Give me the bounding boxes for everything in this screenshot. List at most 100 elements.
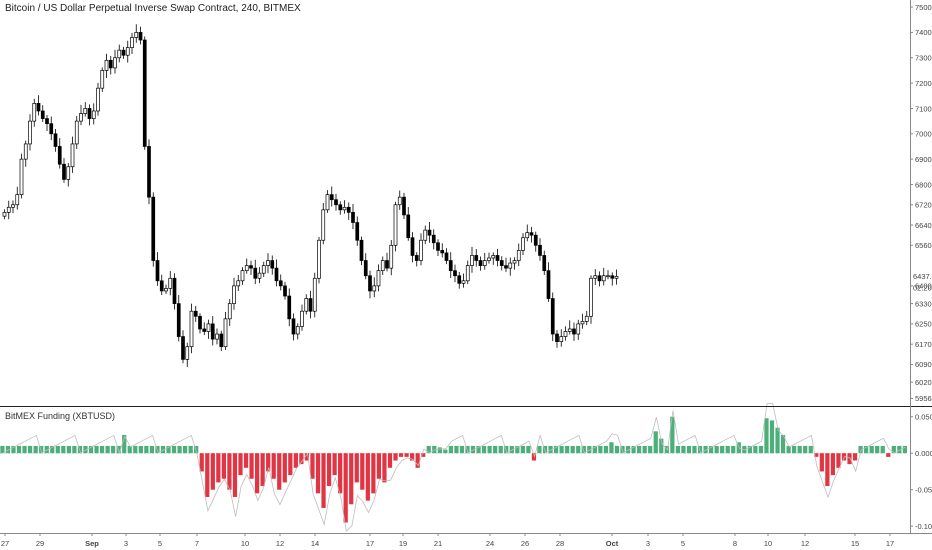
candle-body bbox=[19, 158, 24, 195]
candle-body bbox=[96, 87, 100, 112]
funding-bar-positive bbox=[559, 445, 564, 454]
candle-body bbox=[57, 146, 62, 165]
funding-bar-positive bbox=[166, 445, 171, 454]
price-tick-label: 6170.0 bbox=[915, 340, 932, 349]
candle-body bbox=[185, 346, 190, 360]
funding-bar-negative bbox=[410, 453, 415, 461]
candle-body bbox=[70, 143, 75, 168]
funding-bar-positive bbox=[786, 445, 791, 454]
candle-body bbox=[142, 39, 147, 147]
candle-body bbox=[215, 333, 219, 340]
funding-bar-negative bbox=[376, 453, 382, 479]
funding-bar-positive bbox=[5, 445, 11, 454]
candle-body bbox=[614, 276, 619, 279]
candle-body bbox=[172, 277, 177, 304]
candle-body bbox=[576, 323, 581, 335]
time-axis[interactable]: 27 29 Sep 3 5 7 10 12 14 17 19 21 24 26 28 Oct 3 5 8 10 12 15… bbox=[1, 533, 894, 548]
candle-body bbox=[589, 277, 593, 317]
funding-bar-negative bbox=[266, 453, 271, 472]
funding-bar-negative bbox=[238, 453, 243, 476]
candle-body bbox=[389, 244, 394, 269]
candle-body bbox=[155, 260, 160, 282]
candle-body bbox=[504, 265, 508, 269]
candle-body bbox=[380, 260, 385, 272]
funding-bar-positive bbox=[111, 445, 116, 454]
funding-bar-negative bbox=[260, 453, 265, 487]
candle-body bbox=[23, 143, 28, 160]
price-tick-label: 7200.0 bbox=[915, 79, 932, 88]
candle-body bbox=[555, 333, 559, 342]
funding-bar-positive bbox=[714, 445, 719, 454]
candle-body bbox=[66, 166, 71, 180]
candle-body bbox=[15, 194, 20, 206]
candle-body bbox=[278, 280, 283, 287]
candle-body bbox=[317, 239, 321, 279]
candle-body bbox=[478, 260, 483, 266]
candle-body bbox=[538, 244, 542, 256]
price-axis[interactable]: 5956.0 6020.0 6090.0 6170.0 6250.0 6330.0 6400… bbox=[910, 3, 932, 403]
funding-bar-negative bbox=[825, 453, 830, 487]
funding-bar-negative bbox=[216, 453, 221, 483]
funding-bar-positive bbox=[99, 445, 105, 454]
funding-bar-positive bbox=[493, 445, 498, 454]
funding-bar-negative bbox=[271, 453, 276, 479]
funding-bar-positive bbox=[637, 445, 642, 454]
time-tick-label: 17 bbox=[886, 539, 894, 548]
candle-body bbox=[28, 120, 32, 145]
candle-body bbox=[461, 280, 466, 284]
funding-bar-positive bbox=[686, 445, 692, 454]
price-tick-label: 5956.0 bbox=[915, 394, 932, 403]
candle-body bbox=[2, 212, 7, 217]
funding-bar-positive bbox=[94, 445, 99, 454]
funding-bar-positive bbox=[22, 445, 27, 454]
candle-body bbox=[453, 270, 457, 277]
candle-body bbox=[572, 328, 576, 335]
candle-body bbox=[134, 32, 139, 38]
time-tick-label: 24 bbox=[486, 539, 494, 548]
price-tick-label: 6720.0 bbox=[915, 201, 932, 210]
funding-bar-positive bbox=[437, 447, 442, 454]
funding-tick-label: 0.0000 bbox=[915, 449, 932, 458]
time-tick-label: 5 bbox=[681, 539, 685, 548]
time-tick-label: 17 bbox=[366, 539, 374, 548]
candle-body bbox=[550, 298, 555, 335]
candle-body bbox=[359, 239, 364, 261]
funding-bar-negative bbox=[227, 453, 232, 490]
candle-body bbox=[448, 260, 453, 272]
candle-body bbox=[338, 204, 343, 211]
candle-body bbox=[257, 272, 262, 279]
funding-bar-negative bbox=[321, 453, 326, 508]
candle-body bbox=[244, 265, 249, 272]
funding-bar-negative bbox=[299, 453, 304, 465]
candle-body bbox=[482, 260, 487, 266]
candle-body bbox=[117, 49, 122, 59]
candle-body bbox=[563, 331, 568, 337]
time-tick-label: 12 bbox=[801, 539, 809, 548]
funding-bar-negative bbox=[371, 453, 376, 494]
candle-body bbox=[567, 328, 572, 332]
candle-body bbox=[334, 199, 338, 206]
candle-body bbox=[499, 260, 504, 266]
funding-bar-positive bbox=[537, 445, 542, 454]
funding-bar-negative bbox=[315, 453, 321, 494]
funding-bar-positive bbox=[509, 445, 514, 454]
funding-bar-positive bbox=[864, 445, 869, 454]
funding-pane[interactable] bbox=[0, 402, 908, 532]
time-tick-label: Oct bbox=[606, 539, 619, 548]
candle-body bbox=[198, 315, 202, 330]
candle-body bbox=[397, 196, 402, 206]
funding-bar-negative bbox=[243, 453, 249, 468]
funding-bar-positive bbox=[116, 445, 121, 454]
funding-bar-positive bbox=[454, 445, 459, 454]
candle-body bbox=[376, 270, 381, 287]
candle-body bbox=[83, 108, 88, 114]
candle-body bbox=[495, 255, 500, 261]
funding-bar-positive bbox=[55, 445, 60, 454]
funding-bar-positive bbox=[72, 445, 77, 454]
price-tag-bg bbox=[911, 271, 932, 282]
candle-body bbox=[465, 265, 470, 282]
candle-body bbox=[283, 285, 287, 297]
price-pane[interactable] bbox=[2, 24, 619, 367]
